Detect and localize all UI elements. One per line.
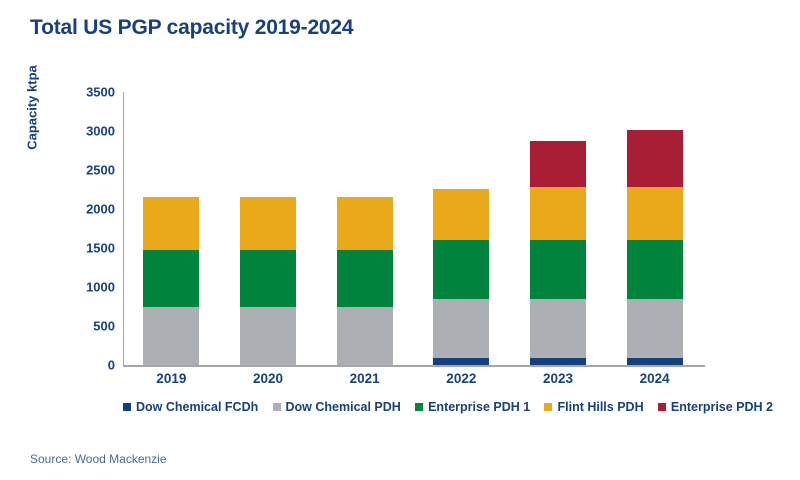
bar-group[interactable]: [336, 196, 393, 365]
y-axis-line: [123, 92, 124, 366]
bar-segment[interactable]: [336, 249, 393, 307]
legend-label: Enterprise PDH 1: [428, 400, 531, 414]
bar-group[interactable]: [433, 188, 490, 365]
bar-segment[interactable]: [336, 196, 393, 250]
bar-segment[interactable]: [433, 240, 490, 300]
legend-item[interactable]: Enterprise PDH 1: [415, 400, 530, 414]
y-axis-tick-label: 500: [93, 318, 115, 334]
bar-segment[interactable]: [240, 196, 296, 250]
bar-segment[interactable]: [336, 306, 393, 365]
y-axis-tick-label: 3000: [86, 123, 115, 139]
y-axis-tick-label: 2500: [86, 162, 115, 178]
bar-series-container: [123, 92, 703, 365]
y-axis-tick-label: 3500: [86, 84, 115, 100]
x-axis-tick-label: 2024: [639, 371, 670, 386]
bar-segment[interactable]: [433, 188, 490, 241]
bar-segment[interactable]: [626, 240, 683, 300]
y-axis-tick-label: 1500: [86, 240, 115, 256]
bar-segment[interactable]: [626, 187, 683, 241]
legend-label: Dow Chemical FCDh: [136, 400, 259, 414]
page-title: Total US PGP capacity 2019-2024: [30, 16, 354, 39]
bar-segment[interactable]: [530, 240, 586, 300]
source-note: Source: Wood Mackenzie: [30, 452, 167, 466]
x-axis-tick-label: 2022: [446, 371, 477, 386]
bar-segment[interactable]: [143, 249, 200, 307]
bar-segment[interactable]: [530, 141, 586, 188]
bar-segment[interactable]: [530, 299, 586, 358]
bar-segment[interactable]: [143, 306, 200, 365]
x-axis-tick-label: 2020: [252, 371, 284, 386]
bar-group[interactable]: [530, 141, 586, 365]
x-axis-tick-label: 2021: [349, 371, 380, 386]
legend-swatch-icon: [544, 403, 553, 411]
legend-item[interactable]: Dow Chemical FCDh: [123, 400, 258, 414]
legend-swatch-icon: [415, 403, 424, 411]
bar-segment[interactable]: [433, 299, 490, 358]
x-axis-tick-label: 2023: [542, 371, 574, 386]
chart-legend: Dow Chemical FCDh Dow Chemical PDH Enterpr…: [123, 400, 783, 414]
bar-segment[interactable]: [240, 306, 296, 365]
legend-item[interactable]: Enterprise PDH 2: [657, 400, 773, 414]
bar-segment[interactable]: [626, 299, 683, 358]
bar-segment[interactable]: [143, 196, 200, 250]
bar-segment[interactable]: [626, 357, 683, 365]
legend-label: Enterprise PDH 2: [670, 400, 773, 414]
bar-segment[interactable]: [626, 130, 683, 188]
bar-group[interactable]: [143, 196, 200, 365]
plot-area: [123, 92, 703, 365]
y-axis-tick-label: 2000: [86, 201, 115, 217]
x-axis-line: [123, 365, 705, 367]
y-axis-tick-label: 1000: [86, 279, 115, 295]
bar-segment[interactable]: [433, 357, 490, 365]
legend-item[interactable]: Flint Hills PDH: [544, 400, 644, 414]
legend-label: Dow Chemical PDH: [285, 400, 401, 414]
legend-swatch-icon: [272, 403, 281, 411]
bar-group[interactable]: [240, 196, 296, 365]
x-axis-ticks: 2019 2020 2021 2022 2023 2024: [123, 371, 705, 391]
legend-item[interactable]: Dow Chemical PDH: [272, 400, 401, 414]
legend-label: Flint Hills PDH: [557, 400, 644, 414]
y-axis-label: Capacity ktpa: [24, 65, 40, 150]
bar-segment[interactable]: [530, 187, 586, 241]
bar-segment[interactable]: [530, 357, 586, 365]
legend-swatch-icon: [657, 403, 666, 411]
bar-group[interactable]: [626, 130, 683, 365]
legend-swatch-icon: [123, 403, 131, 411]
x-axis-tick-label: 2019: [156, 371, 187, 386]
bar-segment[interactable]: [240, 249, 296, 307]
y-axis-tick-label: 0: [107, 357, 115, 373]
